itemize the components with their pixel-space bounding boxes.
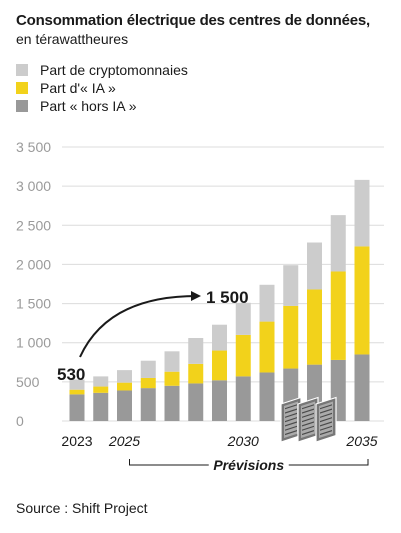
bar-segment bbox=[69, 379, 85, 390]
bar-segment bbox=[235, 302, 251, 335]
legend-label-hors-ia: Part « hors IA » bbox=[40, 98, 137, 114]
bar-segment bbox=[188, 363, 204, 384]
bar-segment bbox=[354, 179, 370, 247]
forecast-label-bg bbox=[208, 455, 289, 475]
server-rack-icon bbox=[280, 396, 337, 443]
server-unit-icon bbox=[297, 396, 319, 443]
y-tick-label: 3 500 bbox=[16, 139, 51, 155]
bar-segment bbox=[283, 265, 299, 306]
y-tick-label: 3 000 bbox=[16, 178, 51, 194]
source-note: Source : Shift Project bbox=[16, 500, 148, 516]
bar-segment bbox=[188, 338, 204, 364]
legend-label-crypto: Part de cryptomonnaies bbox=[40, 62, 188, 78]
y-tick-label: 500 bbox=[16, 374, 40, 390]
legend-label-ia: Part d'« IA » bbox=[40, 80, 116, 96]
bar-segment bbox=[93, 376, 109, 387]
bar-segment bbox=[117, 382, 132, 391]
legend-swatch-ia bbox=[16, 82, 28, 94]
bar-segment bbox=[140, 360, 156, 378]
bar-segment bbox=[235, 376, 251, 421]
bar-segment bbox=[212, 324, 227, 351]
bar-segment bbox=[93, 386, 109, 393]
bar-segment bbox=[140, 377, 156, 389]
bar-segment bbox=[354, 354, 370, 421]
bar-segment bbox=[69, 394, 85, 421]
bar-segment bbox=[235, 334, 251, 377]
legend-swatch-hors-ia bbox=[16, 100, 28, 112]
bar-segment bbox=[117, 390, 132, 421]
bar-segment bbox=[140, 388, 156, 421]
bar-segment bbox=[164, 371, 180, 386]
x-tick-label: 2035 bbox=[345, 433, 377, 449]
y-tick-label: 0 bbox=[16, 413, 24, 429]
bar-segment bbox=[307, 242, 322, 290]
bar-segment bbox=[164, 385, 180, 421]
end-value-label: 1 500 bbox=[206, 288, 249, 307]
bar-segment bbox=[69, 389, 85, 395]
y-tick-label: 1 500 bbox=[16, 296, 51, 312]
bar-segment bbox=[212, 380, 227, 421]
y-tick-label: 2 000 bbox=[16, 256, 51, 272]
x-tick-label: 2030 bbox=[227, 433, 259, 449]
bar-segment bbox=[117, 370, 132, 383]
y-tick-label: 2 500 bbox=[16, 217, 51, 233]
chart-title: Consommation électrique des centres de d… bbox=[16, 12, 371, 29]
bar-segment bbox=[164, 351, 180, 372]
bar-segment bbox=[330, 215, 346, 272]
legend-swatch-crypto bbox=[16, 64, 28, 76]
bar-segment bbox=[188, 383, 204, 421]
x-tick-label: 2025 bbox=[108, 433, 140, 449]
start-value-label: 530 bbox=[57, 365, 85, 384]
bar-segment bbox=[283, 305, 299, 369]
bar-segment bbox=[259, 284, 275, 322]
bar-segment bbox=[93, 392, 109, 421]
server-unit-icon bbox=[315, 396, 337, 443]
stacked-bar-chart: 0 500 1 000 1 500 2 000 2 500 3 000 3 500 2023 20… bbox=[16, 139, 384, 475]
y-tick-label: 1 000 bbox=[16, 335, 51, 351]
bar-segment bbox=[212, 350, 227, 381]
growth-arrow bbox=[79, 291, 201, 358]
bar-segment bbox=[330, 271, 346, 360]
bar-segment bbox=[354, 246, 370, 355]
bar-segment bbox=[307, 289, 322, 365]
bar-segment bbox=[259, 372, 275, 421]
forecast-label: Prévisions bbox=[213, 457, 284, 473]
x-tick-label: 2023 bbox=[61, 433, 92, 449]
chart-subtitle: en térawattheures bbox=[16, 31, 129, 47]
bar-segment bbox=[259, 321, 275, 373]
